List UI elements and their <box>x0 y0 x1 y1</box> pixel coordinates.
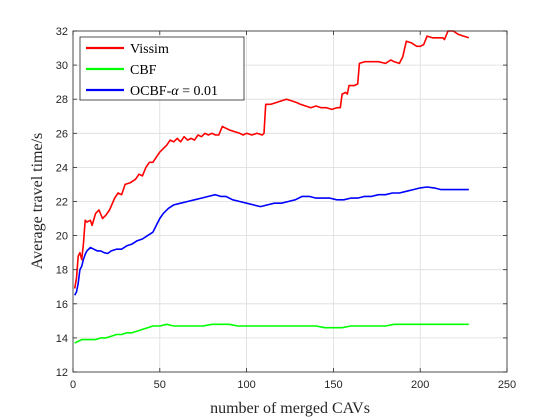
y-axis-ticks: 12 14 16 18 20 22 24 26 28 30 32 <box>56 26 507 379</box>
series-line-vissim <box>73 30 470 289</box>
y-tick-label-26: 26 <box>56 128 68 140</box>
y-axis-label: Average travel time/s <box>29 133 46 270</box>
x-tick-label-50: 50 <box>154 379 166 391</box>
y-tick-label-28: 28 <box>56 94 68 106</box>
legend-label-cbf: CBF <box>130 63 157 78</box>
y-tick-label-16: 16 <box>56 299 68 311</box>
y-tick-label-32: 32 <box>56 26 68 38</box>
y-tick-label-30: 30 <box>56 60 68 72</box>
x-axis-ticks: 0 50 100 150 200 250 <box>70 31 516 391</box>
y-tick-label-20: 20 <box>56 231 68 243</box>
legend-label-ocbf: OCBF-α = 0.01 <box>130 84 218 99</box>
x-tick-label-250: 250 <box>498 379 516 391</box>
x-tick-label-150: 150 <box>324 379 342 391</box>
series-group <box>73 30 470 344</box>
y-tick-label-12: 12 <box>56 367 68 379</box>
legend-label-ocbf-alpha: α <box>171 84 179 99</box>
y-tick-label-18: 18 <box>56 265 68 277</box>
series-line-ocbf <box>73 186 469 296</box>
legend-entry-vissim: Vissim <box>86 42 169 57</box>
legend-label-ocbf-suffix: = 0.01 <box>179 84 218 99</box>
legend-entry-ocbf: OCBF-α = 0.01 <box>86 84 218 99</box>
legend: Vissim CBF OCBF-α = 0.01 <box>79 36 245 101</box>
x-tick-label-100: 100 <box>237 379 255 391</box>
y-tick-label-14: 14 <box>56 333 68 345</box>
legend-entry-cbf: CBF <box>86 63 157 78</box>
x-tick-label-200: 200 <box>411 379 429 391</box>
y-tick-label-24: 24 <box>56 162 68 174</box>
legend-label-vissim: Vissim <box>130 42 169 57</box>
y-tick-label-22: 22 <box>56 197 68 209</box>
x-axis-label: number of merged CAVs <box>210 400 370 417</box>
legend-label-ocbf-prefix: OCBF- <box>130 84 172 99</box>
x-tick-label-0: 0 <box>70 379 76 391</box>
series-line-cbf <box>74 323 469 344</box>
